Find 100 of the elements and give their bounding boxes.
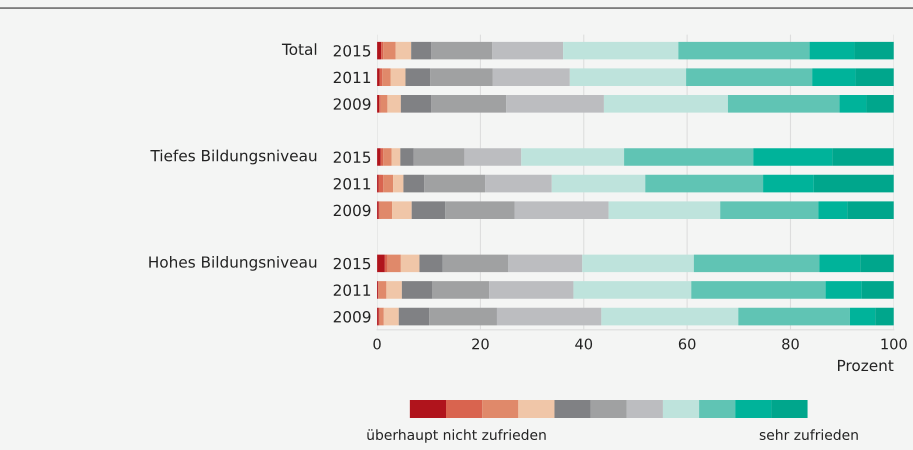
bar <box>442 254 508 272</box>
bar <box>753 148 832 166</box>
bar <box>384 254 388 272</box>
x-tick-label: 80 <box>782 338 799 350</box>
bar <box>691 281 826 299</box>
bar <box>489 281 574 299</box>
bar <box>860 254 894 272</box>
bar <box>392 201 412 219</box>
bar <box>402 281 432 299</box>
bar <box>686 68 812 86</box>
x-axis-title: Prozent <box>838 360 894 372</box>
x-tick-label: 100 <box>882 338 907 350</box>
bar <box>508 254 582 272</box>
bar <box>826 281 862 299</box>
bar <box>411 42 432 60</box>
bar <box>383 148 392 166</box>
bar <box>552 174 646 192</box>
bar <box>840 95 866 113</box>
text: überhaupt nicht zufrieden <box>367 429 546 443</box>
bar <box>382 68 391 86</box>
bar <box>604 95 728 113</box>
bar <box>387 95 401 113</box>
x-tick-label: 60 <box>678 338 696 350</box>
bar <box>866 95 894 113</box>
bar <box>396 42 412 60</box>
bar <box>380 308 384 326</box>
bar <box>514 201 609 219</box>
bar <box>380 148 384 166</box>
bar <box>400 254 420 272</box>
bar <box>624 148 754 166</box>
bar <box>582 254 694 272</box>
y-tick-label: 2011 <box>334 284 370 296</box>
bar <box>380 201 392 219</box>
y-tick-label: 2015 <box>334 45 370 57</box>
bar <box>430 68 493 86</box>
bar <box>812 68 856 86</box>
bar <box>400 148 414 166</box>
bar <box>850 308 876 326</box>
bar <box>424 174 486 192</box>
y-tick-label: 2011 <box>334 72 370 84</box>
bar <box>380 68 382 86</box>
bar <box>445 201 515 219</box>
bar <box>414 148 464 166</box>
x-tick-label: 20 <box>472 338 489 350</box>
y-tick-label: 2009 <box>334 311 370 323</box>
x-tick-label: 40 <box>575 338 592 350</box>
bar <box>506 95 604 113</box>
bar <box>390 68 406 86</box>
bar <box>431 42 492 60</box>
text: sehr zufrieden <box>760 429 858 440</box>
bar <box>738 308 850 326</box>
bar <box>378 174 384 192</box>
bar <box>377 254 385 272</box>
bar <box>573 281 692 299</box>
bar <box>763 174 814 192</box>
bar <box>378 281 386 299</box>
bar <box>393 174 404 192</box>
bar <box>818 201 848 219</box>
y-tick-label: 2015 <box>334 151 370 164</box>
bar <box>464 148 522 166</box>
bar <box>810 42 855 60</box>
bar <box>694 254 820 272</box>
bar <box>728 95 840 113</box>
bar <box>720 201 818 219</box>
bar <box>563 42 678 60</box>
bar <box>412 201 446 219</box>
bar <box>832 148 894 166</box>
y-tick-label: 2009 <box>334 204 370 216</box>
y-tick-label: 2011 <box>334 178 370 190</box>
y-tick-label: 2015 <box>334 258 370 270</box>
bar <box>521 148 624 166</box>
bar <box>392 148 400 166</box>
bar <box>403 174 424 192</box>
bar <box>429 308 497 326</box>
text: Total <box>282 43 316 56</box>
bar <box>380 95 388 113</box>
bar <box>608 201 720 219</box>
bar <box>601 308 738 326</box>
bar <box>854 42 894 60</box>
bar <box>678 42 810 60</box>
bar <box>856 68 894 86</box>
bar <box>383 42 396 60</box>
bar <box>645 174 764 192</box>
bar <box>875 308 894 326</box>
bar <box>862 281 894 299</box>
bar <box>570 68 686 86</box>
bar <box>847 201 894 219</box>
bar <box>400 95 432 113</box>
bar <box>431 95 506 113</box>
text: Hohes Bildungsniveau <box>149 256 316 271</box>
bar <box>485 174 552 192</box>
bar <box>387 254 401 272</box>
x-tick-label: 0 <box>373 338 381 350</box>
bar <box>398 308 430 326</box>
bar <box>405 68 430 86</box>
bar <box>386 281 402 299</box>
bar <box>384 308 399 326</box>
text: Tiefes Bildungsniveau <box>150 150 316 164</box>
bar <box>814 174 894 192</box>
bar <box>383 174 394 192</box>
